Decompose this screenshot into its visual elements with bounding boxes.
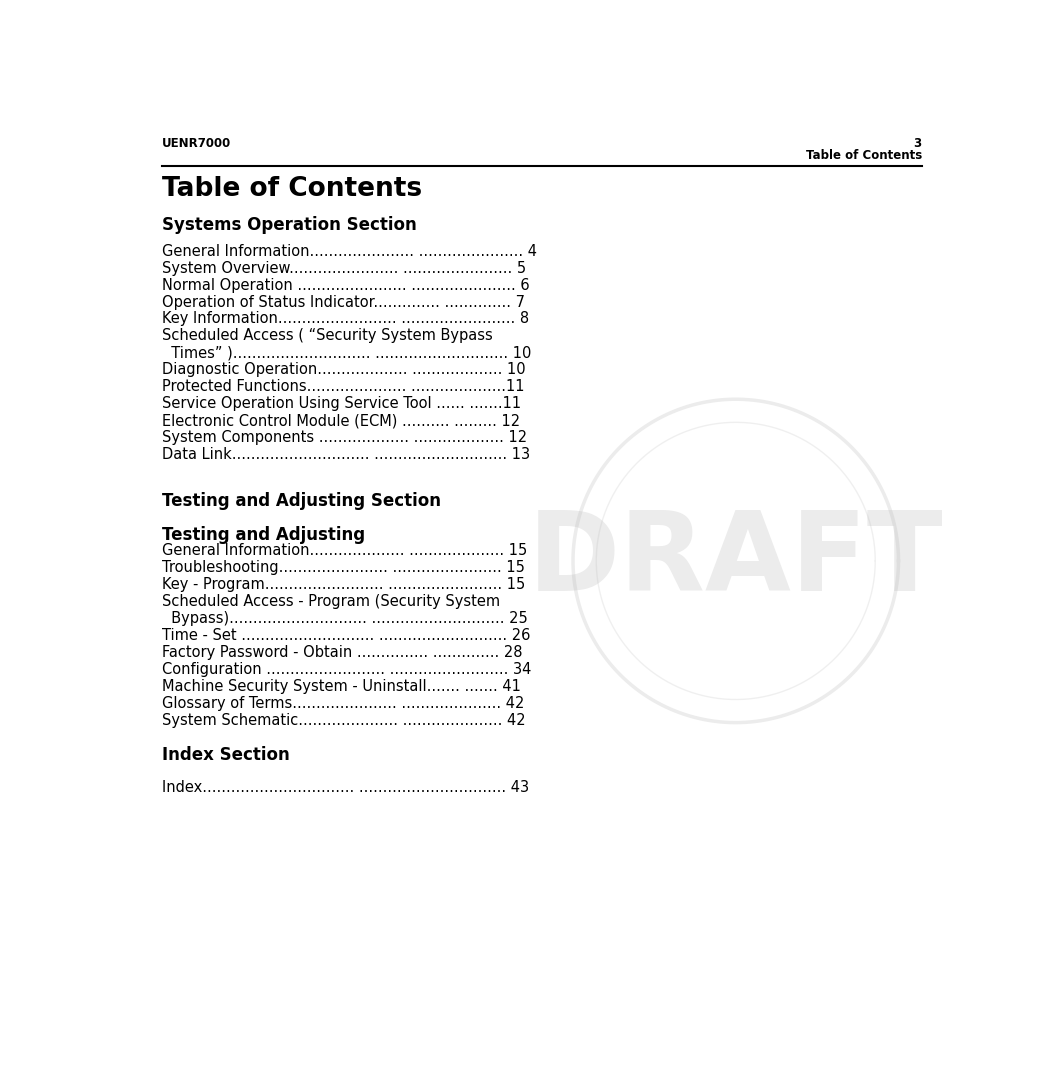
Text: UENR7000: UENR7000 [163,137,231,150]
Text: Operation of Status Indicator.............. .............. 7: Operation of Status Indicator...........… [163,294,525,309]
Text: Table of Contents: Table of Contents [805,149,922,162]
Text: Key - Program......................... ........................ 15: Key - Program......................... .… [163,577,525,592]
Text: Protected Functions..................... ....................11: Protected Functions.....................… [163,379,525,395]
Text: Configuration ......................... ......................... 34: Configuration ......................... … [163,662,531,677]
Text: Index Section: Index Section [163,746,290,763]
Text: Time - Set ............................ ........................... 26: Time - Set ............................ … [163,628,530,643]
Text: Machine Security System - Uninstall....... ....... 41: Machine Security System - Uninstall.....… [163,679,521,694]
Text: Service Operation Using Service Tool ...... .......11: Service Operation Using Service Tool ...… [163,396,522,411]
Text: Scheduled Access - Program (Security System: Scheduled Access - Program (Security Sys… [163,595,501,609]
Text: Key Information......................... ........................ 8: Key Information.........................… [163,311,529,326]
Text: Normal Operation ....................... ...................... 6: Normal Operation .......................… [163,278,530,293]
Text: 3: 3 [914,137,922,150]
Text: Scheduled Access ( “Security System Bypass: Scheduled Access ( “Security System Bypa… [163,329,493,344]
Text: Factory Password - Obtain ............... .............. 28: Factory Password - Obtain ..............… [163,645,523,659]
Text: General Information...................... ...................... 4: General Information.....................… [163,243,538,258]
Text: Glossary of Terms...................... ..................... 42: Glossary of Terms...................... … [163,696,525,710]
Text: System Overview....................... ....................... 5: System Overview....................... .… [163,261,526,276]
Text: System Components ................... ................... 12: System Components ................... ..… [163,430,527,445]
Text: Index................................ ............................... 43: Index................................ ..… [163,780,529,796]
Text: Diagnostic Operation................... ................... 10: Diagnostic Operation................... … [163,362,526,377]
Text: Table of Contents: Table of Contents [163,176,422,202]
Text: Troubleshooting....................... ....................... 15: Troubleshooting....................... .… [163,560,525,575]
Text: Testing and Adjusting Section: Testing and Adjusting Section [163,492,441,509]
Text: System Schematic..................... ..................... 42: System Schematic..................... ..… [163,712,526,728]
Text: Data Link............................. ............................ 13: Data Link............................. .… [163,446,530,462]
Text: Testing and Adjusting: Testing and Adjusting [163,526,365,544]
Text: Bypass)............................. ............................ 25: Bypass)............................. ...… [163,611,528,626]
Text: Times” )............................. ............................ 10: Times” )............................. ..… [163,345,531,360]
Text: DRAFT: DRAFT [528,507,944,614]
Text: General Information.................... .................... 15: General Information.................... … [163,544,527,558]
Text: Systems Operation Section: Systems Operation Section [163,216,417,233]
Text: Electronic Control Module (ECM) .......... ......... 12: Electronic Control Module (ECM) ........… [163,413,521,428]
